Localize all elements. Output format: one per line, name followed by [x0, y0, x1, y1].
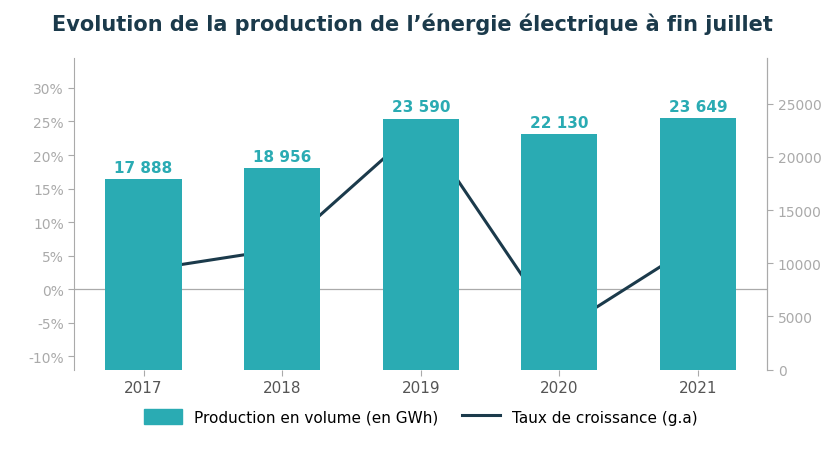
Text: 2,8%: 2,8% [122, 252, 165, 267]
Text: 22 130: 22 130 [530, 116, 588, 131]
Text: 18 956: 18 956 [253, 149, 311, 165]
Text: 6,9%: 6,9% [676, 252, 719, 267]
Bar [244, 169, 320, 370]
Text: 6,0%: 6,0% [261, 252, 304, 267]
Text: 24,4%: 24,4% [394, 252, 447, 267]
Text: 23 649: 23 649 [668, 100, 728, 115]
Legend: Production en volume (en GWh), Taux de croissance (g.a): Production en volume (en GWh), Taux de c… [138, 402, 704, 431]
Text: 23 590: 23 590 [392, 100, 450, 115]
Bar [383, 120, 459, 370]
Bar [106, 180, 182, 370]
Bar [660, 119, 736, 370]
Text: 17 888: 17 888 [115, 161, 172, 176]
Bar [521, 135, 597, 370]
Text: Evolution de la production de l’énergie électrique à fin juillet: Evolution de la production de l’énergie … [52, 14, 773, 35]
Text: 6,2%: 6,2% [538, 346, 581, 361]
